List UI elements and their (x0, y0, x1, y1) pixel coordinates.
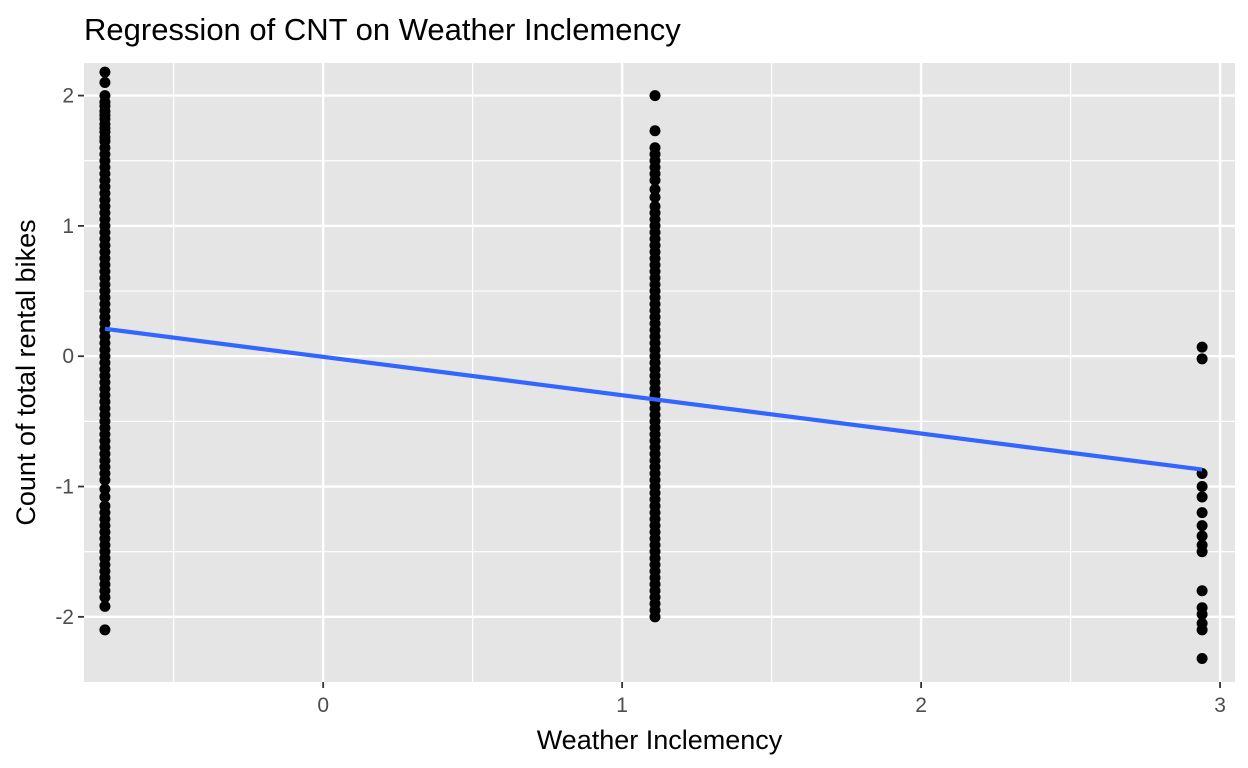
data-point (1196, 624, 1208, 636)
data-point (99, 483, 111, 495)
x-tick-label: 3 (1214, 694, 1226, 717)
y-axis-title: Count of total rental bikes (11, 219, 41, 525)
data-point (99, 591, 111, 603)
data-point (1196, 353, 1208, 365)
data-point (99, 474, 111, 486)
data-point (1196, 608, 1208, 620)
data-point (99, 77, 111, 89)
data-point (649, 611, 661, 623)
data-point (649, 191, 661, 203)
data-point (649, 90, 661, 102)
data-point (649, 174, 661, 186)
chart-title: Regression of CNT on Weather Inclemency (84, 12, 681, 47)
y-axis-ticks: -2 -1 0 1 2 (55, 85, 84, 629)
data-point (1196, 491, 1208, 503)
data-point (99, 491, 111, 503)
regression-line (104, 326, 1203, 472)
data-point (99, 624, 111, 636)
data-point (99, 600, 111, 612)
data-point (1196, 481, 1208, 493)
x-axis-ticks: 0 1 2 3 (317, 682, 1226, 717)
y-tick-label: -1 (55, 476, 74, 499)
y-tick-label: 1 (62, 215, 74, 238)
data-point (1196, 530, 1208, 542)
data-point (649, 125, 661, 137)
data-point (1196, 507, 1208, 519)
data-points (99, 66, 1208, 665)
data-point (649, 183, 661, 195)
regression-line-group (104, 326, 1203, 472)
x-axis-title: Weather Inclemency (537, 725, 783, 755)
data-point (1196, 341, 1208, 353)
data-point (99, 66, 111, 78)
y-tick-label: 2 (62, 85, 74, 108)
x-tick-label: 1 (616, 694, 628, 717)
y-tick-label: 0 (62, 345, 74, 368)
x-tick-label: 2 (915, 694, 927, 717)
y-tick-label: -2 (55, 606, 74, 629)
data-point (1196, 585, 1208, 597)
data-point (1196, 653, 1208, 665)
x-tick-label: 0 (317, 694, 329, 717)
data-point (1196, 520, 1208, 532)
data-point (1196, 546, 1208, 558)
